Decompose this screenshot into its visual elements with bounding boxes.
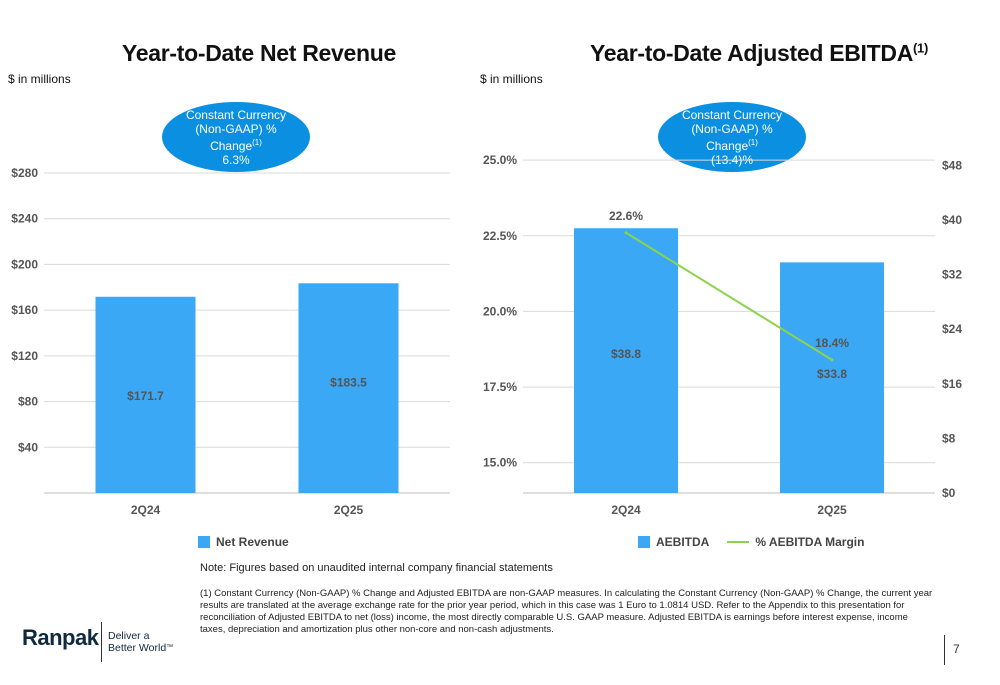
adjusted-ebitda-title-text: Year-to-Date Adjusted EBITDA	[590, 40, 914, 66]
tagline-tm: ™	[166, 644, 174, 651]
left-y-tick-label: 25.0%	[483, 153, 517, 167]
legend-bar-swatch	[638, 536, 650, 548]
revenue-bar	[298, 283, 399, 493]
margin-line	[625, 231, 833, 361]
bubble-line1: Constant Currency	[681, 107, 783, 122]
right-y-tick-label: $24	[942, 322, 962, 336]
bar-value-label: $33.8	[817, 367, 847, 381]
legend-label-net-revenue: Net Revenue	[216, 535, 289, 549]
bubble-value: (13.4)%	[710, 152, 754, 167]
logo-divider	[101, 622, 102, 662]
right-y-tick-label: $8	[942, 431, 956, 445]
tagline-line2: Better World™	[108, 642, 173, 654]
net-revenue-chart: $40 $80 $120 $160 $200 $240 $280 $171.7 2Q24 $183…	[11, 166, 450, 517]
adjusted-ebitda-title: Year-to-Date Adjusted EBITDA(1)	[590, 40, 928, 67]
adjusted-ebitda-units: $ in millions	[480, 72, 543, 86]
net-revenue-title: Year-to-Date Net Revenue	[122, 40, 396, 66]
x-tick-label: 2Q24	[611, 503, 641, 517]
bubble-footnote-ref: (1)	[748, 137, 758, 147]
bubble-line2: (Non-GAAP) %	[195, 121, 277, 136]
y-tick-label: $160	[11, 303, 38, 317]
adjusted-ebitda-chart: 15.0% 17.5% 20.0% 22.5% 25.0% $0 $8 $16 $24 $32 $4…	[483, 153, 962, 517]
margin-point	[624, 231, 628, 235]
bubble-line3: Change(1)	[706, 136, 758, 153]
aebitda-bar	[780, 262, 884, 493]
right-y-tick-label: $48	[942, 158, 962, 172]
x-tick-label: 2Q25	[334, 503, 364, 517]
ranpak-logo: Ranpak	[22, 625, 99, 650]
y-tick-label: $240	[11, 212, 38, 226]
tagline-line2-text: Better World	[108, 642, 167, 654]
margin-point	[830, 358, 834, 362]
bubble-line1: Constant Currency	[185, 107, 287, 122]
y-tick-label: $120	[11, 349, 38, 363]
aebitda-bar	[574, 228, 678, 493]
right-y-tick-label: $16	[942, 377, 962, 391]
left-y-tick-label: 17.5%	[483, 380, 517, 394]
bubble-footnote-ref: (1)	[252, 137, 262, 147]
revenue-bar	[95, 296, 196, 493]
legend-label-aebitda: AEBITDA	[656, 535, 710, 549]
footnote: (1) Constant Currency (Non-GAAP) % Chang…	[200, 588, 933, 635]
bar-value-label: $171.7	[127, 389, 164, 403]
page-divider	[944, 635, 945, 665]
x-tick-label: 2Q25	[817, 503, 847, 517]
right-y-tick-label: $32	[942, 268, 962, 282]
bubble-value: 6.3%	[222, 152, 250, 167]
left-y-tick-label: 22.5%	[483, 229, 517, 243]
tagline-line1: Deliver a	[108, 630, 150, 642]
right-y-tick-label: $0	[942, 486, 956, 500]
right-y-tick-label: $40	[942, 213, 962, 227]
ebitda-legend: AEBITDA % AEBITDA Margin	[638, 535, 864, 549]
y-tick-label: $200	[11, 257, 38, 271]
x-tick-label: 2Q24	[131, 503, 161, 517]
brand-tagline: Deliver a Better World™	[108, 630, 173, 654]
net-revenue-units: $ in millions	[8, 72, 71, 86]
net-revenue-cc-bubble: Constant Currency (Non-GAAP) % Change(1)…	[162, 102, 310, 172]
bar-value-label: $183.5	[330, 375, 367, 389]
note: Note: Figures based on unaudited interna…	[200, 562, 553, 574]
adjusted-ebitda-title-footnote: (1)	[913, 40, 929, 56]
margin-label: 18.4%	[815, 336, 849, 350]
legend-label-margin: % AEBITDA Margin	[755, 535, 865, 549]
bubble-line2: (Non-GAAP) %	[691, 121, 773, 136]
y-tick-label: $280	[11, 166, 38, 180]
left-y-tick-label: 20.0%	[483, 304, 517, 318]
left-y-tick-label: 15.0%	[483, 456, 517, 470]
bubble-line3: Change(1)	[210, 136, 262, 153]
y-tick-label: $40	[18, 440, 38, 454]
y-tick-label: $80	[18, 395, 38, 409]
margin-label: 22.6%	[609, 209, 643, 223]
page-number: 7	[953, 642, 960, 656]
bubble-change-label: Change	[210, 138, 253, 153]
bar-value-label: $38.8	[611, 347, 641, 361]
bubble-change-label: Change	[706, 138, 749, 153]
legend-bar-swatch	[198, 536, 210, 548]
net-revenue-legend: Net Revenue	[198, 535, 289, 549]
legend-line-swatch	[727, 541, 750, 543]
